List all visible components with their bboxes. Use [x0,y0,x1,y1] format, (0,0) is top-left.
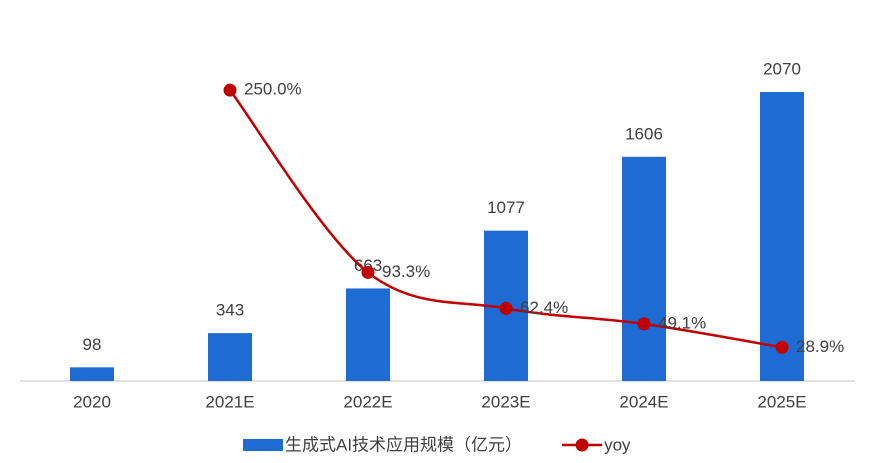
legend-label: yoy [604,435,631,454]
line-value-label: 250.0% [244,80,302,99]
x-tick-label: 2025E [757,392,806,411]
line-marker [223,83,237,97]
bar-value-label: 1077 [487,198,525,217]
x-tick-label: 2022E [343,392,392,411]
bar [70,367,114,381]
bar-value-label: 98 [83,335,102,354]
line-marker [361,265,375,279]
bar [346,288,390,381]
legend-label: 生成式AI技术应用规模（亿元） [285,435,522,454]
line-marker [499,301,513,315]
line-value-label: 62.4% [520,298,568,317]
x-tick-label: 2024E [619,392,668,411]
bar-value-label: 1606 [625,124,663,143]
x-tick-label: 2023E [481,392,530,411]
bar-value-label: 343 [216,301,244,320]
x-tick-label: 2021E [205,392,254,411]
bar-value-label: 2070 [763,60,801,79]
bar [208,333,252,381]
bar [622,156,666,381]
line-value-label: 93.3% [382,262,430,281]
x-tick-label: 2020 [73,392,111,411]
legend-swatch [243,439,283,451]
bar [760,92,804,381]
bar-value-label: 663 [354,256,382,275]
line-marker [775,340,789,354]
line-value-label: 28.9% [796,337,844,356]
line-marker [637,317,651,331]
line-value-label: 49.1% [658,313,706,332]
line [229,89,783,349]
legend-swatch [575,438,589,452]
